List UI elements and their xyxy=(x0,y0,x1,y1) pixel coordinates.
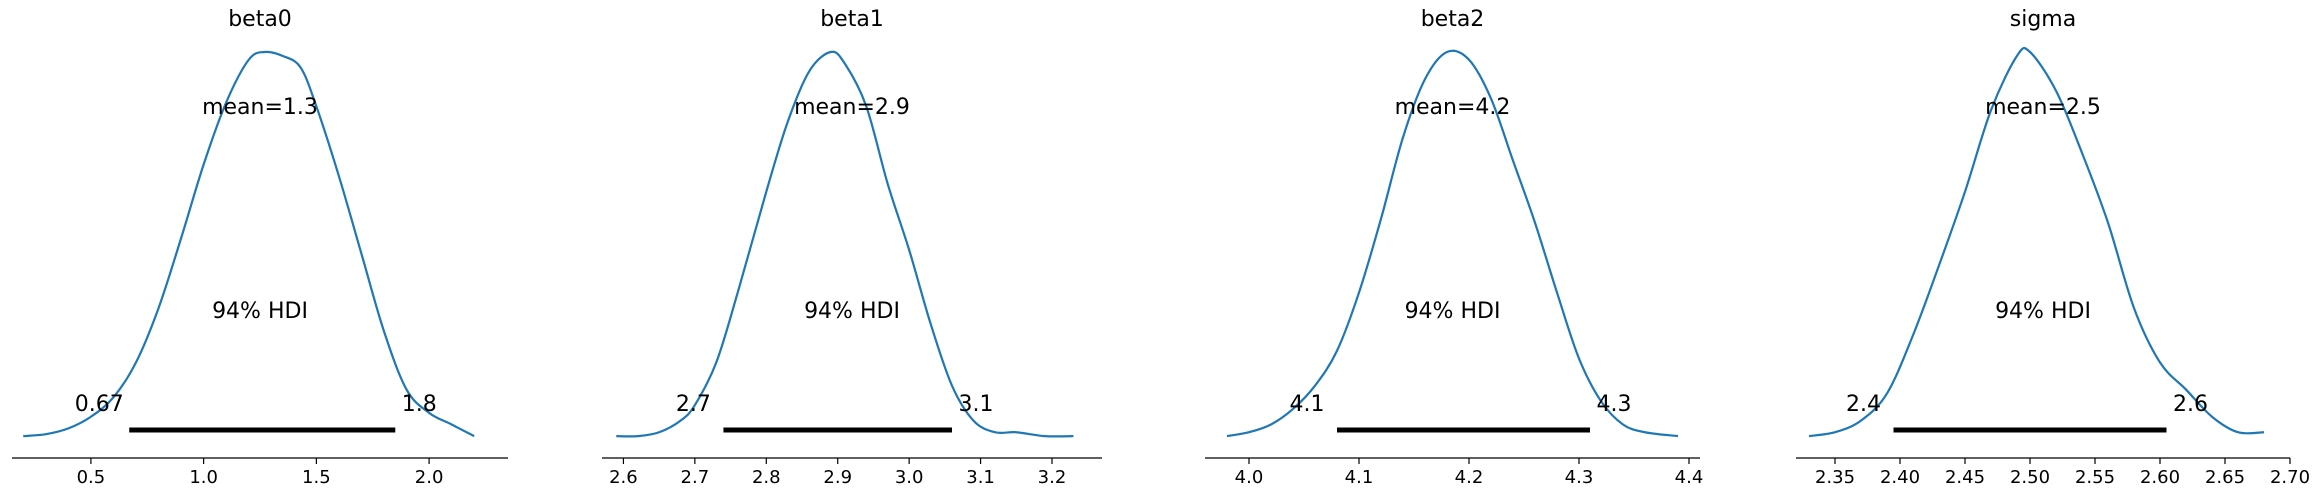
x-tick-label: 2.65 xyxy=(2205,467,2245,488)
hdi-low-label: 0.67 xyxy=(75,392,124,417)
panel-sigma: sigma mean=2.5 94% HDI 2.4 2.6 2.35 2.40 2.45 2.… xyxy=(1796,7,2310,488)
panel-title: beta2 xyxy=(1421,7,1485,32)
x-tick-label: 3.0 xyxy=(895,467,924,488)
x-tick-label: 2.8 xyxy=(752,467,781,488)
x-tick-label: 2.60 xyxy=(2140,467,2180,488)
hdi-high-label: 1.8 xyxy=(402,392,437,417)
x-tick-label: 4.1 xyxy=(1345,467,1374,488)
x-tick-label: 1.5 xyxy=(302,467,331,488)
mean-label: mean=2.9 xyxy=(794,95,910,120)
x-tick-label: 4.0 xyxy=(1235,467,1264,488)
x-tick-label: 4.3 xyxy=(1565,467,1594,488)
x-tick-label: 0.5 xyxy=(77,467,106,488)
mean-label: mean=4.2 xyxy=(1395,95,1511,120)
hdi-low-label: 2.4 xyxy=(1846,392,1881,417)
hdi-label: 94% HDI xyxy=(1995,299,2091,324)
panel-beta1: beta1 mean=2.9 94% HDI 2.7 3.1 2.6 2.7 2.8 2.9 3.… xyxy=(602,7,1102,488)
hdi-high-label: 2.6 xyxy=(2173,392,2208,417)
x-tick-label: 4.4 xyxy=(1675,467,1704,488)
x-tick-label: 1.0 xyxy=(189,467,218,488)
x-tick-label: 2.35 xyxy=(1815,467,1855,488)
x-tick-label: 2.50 xyxy=(2010,467,2050,488)
hdi-high-label: 3.1 xyxy=(959,392,994,417)
x-tick-label: 2.0 xyxy=(415,467,444,488)
x-tick-label: 3.2 xyxy=(1038,467,1067,488)
x-tick-label: 2.45 xyxy=(1945,467,1985,488)
x-tick-label: 2.70 xyxy=(2270,467,2310,488)
x-tick-label: 2.55 xyxy=(2075,467,2115,488)
x-tick-label: 2.7 xyxy=(681,467,710,488)
density-curve xyxy=(616,50,1074,438)
panel-title: beta1 xyxy=(820,7,884,32)
mean-label: mean=2.5 xyxy=(1985,95,2101,120)
hdi-label: 94% HDI xyxy=(212,299,308,324)
x-tick-label: 2.9 xyxy=(823,467,852,488)
x-tick-label: 2.6 xyxy=(609,467,638,488)
mean-label: mean=1.3 xyxy=(202,95,318,120)
hdi-label: 94% HDI xyxy=(1405,299,1501,324)
density-curve xyxy=(23,50,475,438)
hdi-label: 94% HDI xyxy=(804,299,900,324)
hdi-low-label: 4.1 xyxy=(1290,392,1325,417)
density-curve xyxy=(1808,47,2265,438)
panel-beta2: beta2 mean=4.2 94% HDI 4.1 4.3 4.0 4.1 4.2 4.3 4.… xyxy=(1205,7,1703,488)
x-tick-label: 2.40 xyxy=(1880,467,1920,488)
panel-title: sigma xyxy=(2010,7,2076,32)
panel-beta0: beta0 mean=1.3 94% HDI 0.67 1.8 0.5 1.0 1.5 2.0 xyxy=(12,7,508,488)
density-curve xyxy=(1226,49,1679,438)
hdi-low-label: 2.7 xyxy=(676,392,711,417)
panel-title: beta0 xyxy=(228,7,292,32)
x-tick-label: 4.2 xyxy=(1455,467,1484,488)
hdi-high-label: 4.3 xyxy=(1597,392,1632,417)
x-tick-label: 3.1 xyxy=(966,467,995,488)
